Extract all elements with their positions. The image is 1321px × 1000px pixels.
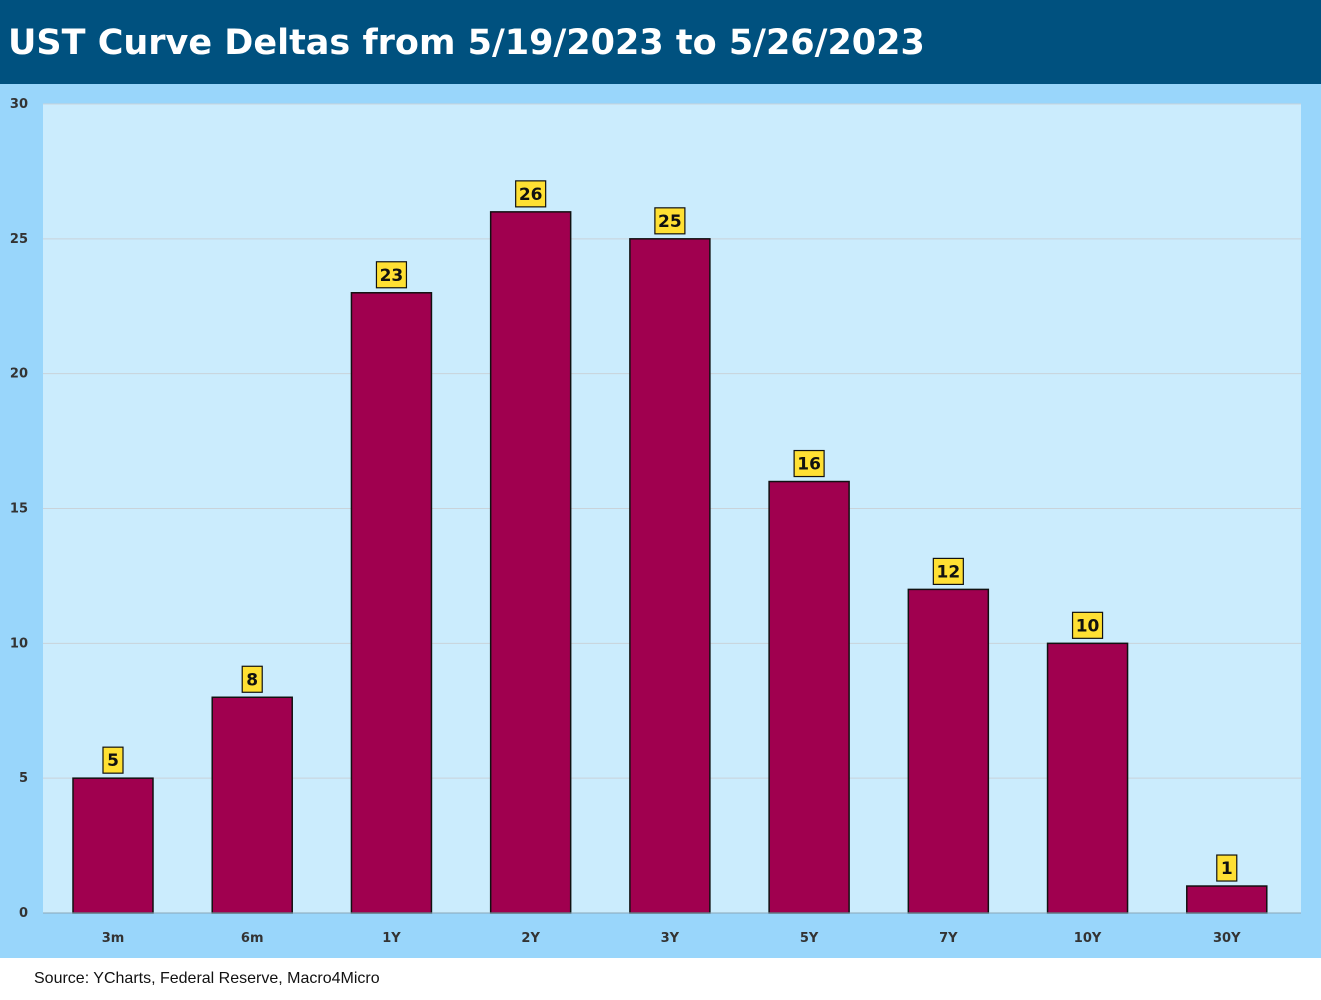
- data-label-box-7Y: [932, 557, 964, 585]
- bar-30Y: [1186, 885, 1268, 914]
- y-tick-label-6: 30: [10, 97, 28, 112]
- data-label-box-2Y: [515, 180, 547, 208]
- y-tick-label-3: 15: [10, 502, 28, 517]
- data-label-1Y: 23: [380, 266, 404, 286]
- y-tick-label-5: 25: [10, 232, 28, 247]
- data-label-box-30Y: [1216, 854, 1238, 882]
- x-tick-label-1Y: 1Y: [382, 931, 401, 946]
- bar-chart: 0 5 10 15 20 25 30 5 3m 8 6m 23 1Y 26 2Y 25 3Y 16 5Y 12 7Y 10…: [10, 97, 1301, 946]
- y-tick-label-0: 0: [19, 906, 28, 921]
- x-tick-label-2Y: 2Y: [521, 931, 540, 946]
- data-label-box-1Y: [375, 261, 408, 289]
- data-label-10Y: 10: [1076, 616, 1100, 636]
- bar-3Y: [629, 238, 711, 914]
- bar-10Y: [1046, 642, 1129, 914]
- bar-5Y: [768, 480, 850, 914]
- y-tick-label-1: 5: [19, 771, 28, 786]
- bar-3m: [72, 777, 154, 914]
- x-tick-label-10Y: 10Y: [1074, 931, 1102, 946]
- x-tick-label-3Y: 3Y: [661, 931, 680, 946]
- data-label-5Y: 16: [797, 455, 821, 475]
- chart-header: UST Curve Deltas from 5/19/2023 to 5/26/…: [0, 0, 1321, 84]
- data-label-box-3Y: [654, 207, 686, 235]
- chart-area: 0 5 10 15 20 25 30 5 3m 8 6m 23 1Y 26 2Y 25 3Y 16 5Y 12 7Y 10…: [0, 84, 1321, 958]
- x-tick-label-5Y: 5Y: [800, 931, 819, 946]
- data-label-box-10Y: [1071, 611, 1104, 639]
- chart-title: UST Curve Deltas from 5/19/2023 to 5/26/…: [8, 23, 925, 63]
- data-label-3Y: 25: [658, 212, 682, 232]
- x-tick-label-7Y: 7Y: [939, 931, 958, 946]
- bar-1Y: [350, 292, 433, 914]
- bar-7Y: [907, 588, 990, 914]
- y-tick-label-2: 10: [10, 636, 28, 651]
- x-tick-label-6m: 6m: [241, 931, 264, 946]
- data-label-box-6m: [241, 665, 263, 693]
- data-label-2Y: 26: [519, 185, 543, 205]
- data-label-30Y: 1: [1221, 859, 1233, 879]
- data-label-6m: 8: [246, 670, 258, 690]
- chart-footer: Source: YCharts, Federal Reserve, Macro4…: [0, 958, 1321, 1000]
- bar-2Y: [489, 211, 572, 914]
- y-tick-label-4: 20: [10, 367, 28, 382]
- bar-6m: [211, 696, 293, 914]
- data-label-7Y: 12: [936, 562, 960, 582]
- x-tick-label-30Y: 30Y: [1213, 931, 1241, 946]
- source-note: Source: YCharts, Federal Reserve, Macro4…: [34, 970, 380, 987]
- data-label-3m: 5: [107, 751, 119, 771]
- data-label-box-3m: [102, 746, 124, 774]
- x-tick-label-3m: 3m: [102, 931, 125, 946]
- data-label-box-5Y: [793, 449, 825, 478]
